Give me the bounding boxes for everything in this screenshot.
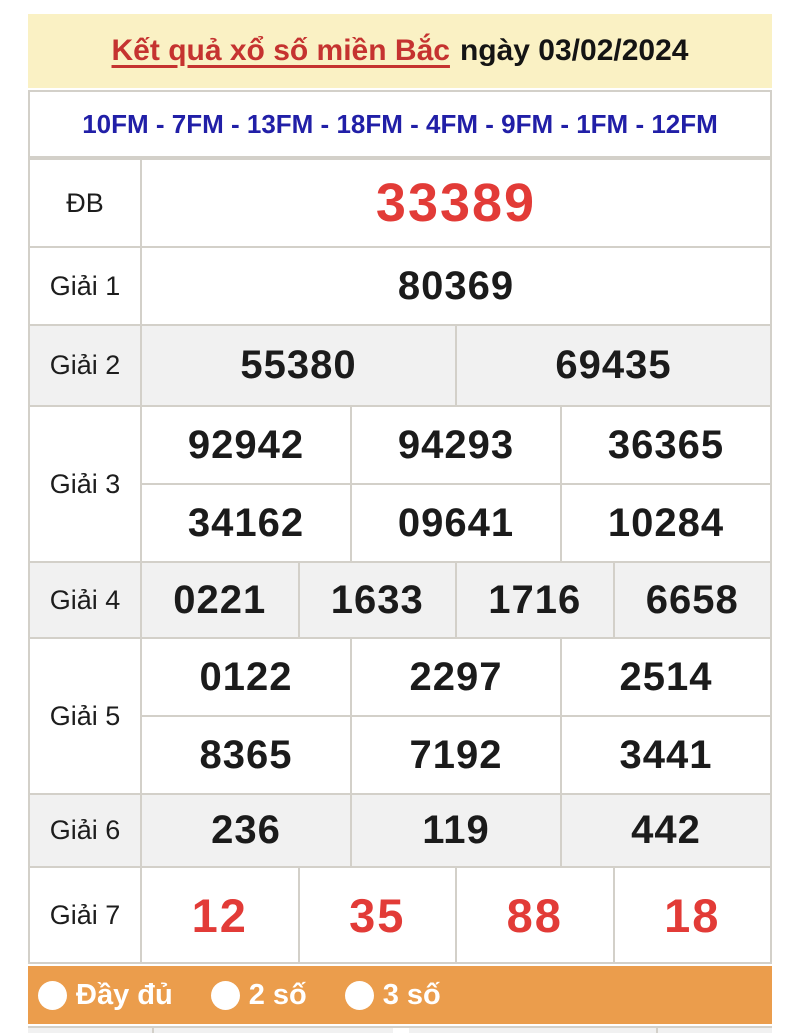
stations-line: 10FM - 7FM - 13FM - 18FM - 4FM - 9FM - 1… [28, 90, 772, 158]
option-label: 3 số [382, 978, 441, 1011]
special-prize-number: 33389 [375, 173, 537, 233]
prize-label: ĐB [30, 160, 142, 246]
prize-label: Giải 6 [30, 795, 142, 866]
row-prize-5: Giải 5 0122 2297 2514 8365 7192 3441 [30, 637, 770, 793]
prize-number: 10284 [560, 485, 770, 561]
option-full-numbers[interactable]: Đầy đủ [38, 979, 173, 1012]
partial-cell [656, 1028, 772, 1033]
radio-icon[interactable] [210, 980, 240, 1010]
prize-number: 119 [350, 795, 560, 866]
partial-cell [28, 1028, 152, 1033]
prize-label: Giải 2 [30, 326, 142, 405]
row-special-prize: ĐB 33389 [30, 160, 770, 246]
prize-number: 2297 [350, 639, 560, 715]
option-label: 2 số [248, 978, 307, 1011]
prize-number: 6658 [612, 563, 771, 637]
prize-number: 2514 [560, 639, 770, 715]
prize-number: 88 [455, 868, 613, 962]
prize-number: 55380 [240, 343, 357, 387]
prize-number: 1633 [297, 563, 456, 637]
results-date: ngày 03/02/2024 [459, 34, 689, 67]
prize-label: Giải 1 [30, 248, 142, 324]
prize-number: 12 [191, 888, 248, 942]
display-options-bar: Đầy đủ 2 số 3 số [28, 966, 772, 1024]
row-prize-3: Giải 3 92942 94293 36365 34162 09641 102… [30, 405, 770, 561]
prize-number: 36365 [560, 407, 770, 483]
radio-icon[interactable] [344, 980, 374, 1010]
prize-number: 34162 [187, 500, 305, 545]
results-title-link[interactable]: Kết quả xổ số miền Bắc [111, 34, 450, 67]
option-label: Đầy đủ [76, 978, 173, 1011]
prize-label: Giải 3 [30, 407, 142, 561]
prize-number: 442 [560, 795, 770, 866]
prize-number: 3441 [560, 717, 770, 793]
results-table: ĐB 33389 Giải 1 80369 Giải 2 55380 69435 [28, 158, 772, 964]
next-table-partial [28, 1026, 772, 1033]
partial-cell [393, 1028, 409, 1033]
prize-number: 35 [297, 868, 456, 962]
option-3-digits[interactable]: 3 số [344, 978, 441, 1012]
option-2-digits[interactable]: 2 số [210, 978, 307, 1012]
prize-number: 1716 [455, 563, 613, 637]
prize-number: 8365 [199, 732, 293, 777]
row-prize-4: Giải 4 0221 1633 1716 6658 [30, 561, 770, 637]
prize-label: Giải 7 [30, 868, 142, 962]
prize-number: 7192 [350, 717, 560, 793]
prize-number: 94293 [350, 407, 560, 483]
row-prize-6: Giải 6 236 119 442 [30, 793, 770, 866]
prize-number: 69435 [455, 326, 770, 405]
prize-number: 92942 [187, 422, 305, 467]
prize-number: 0221 [173, 577, 267, 622]
prize-label: Giải 4 [30, 563, 142, 637]
page-header: Kết quả xổ số miền Bắc ngày 03/02/2024 [28, 14, 772, 88]
row-prize-7: Giải 7 12 35 88 18 [30, 866, 770, 962]
row-prize-1: Giải 1 80369 [30, 246, 770, 324]
prize-label: Giải 5 [30, 639, 142, 793]
partial-cell [152, 1028, 393, 1033]
partial-cell [409, 1028, 656, 1033]
prize-number: 09641 [350, 485, 560, 561]
lottery-results-page: Kết quả xổ số miền Bắc ngày 03/02/2024 1… [28, 0, 772, 1033]
radio-icon[interactable] [38, 980, 67, 1010]
prize-number: 80369 [397, 263, 515, 308]
prize-number: 18 [612, 868, 771, 962]
prize-number: 0122 [199, 654, 293, 699]
prize-number: 236 [211, 808, 281, 852]
row-prize-2: Giải 2 55380 69435 [30, 324, 770, 405]
